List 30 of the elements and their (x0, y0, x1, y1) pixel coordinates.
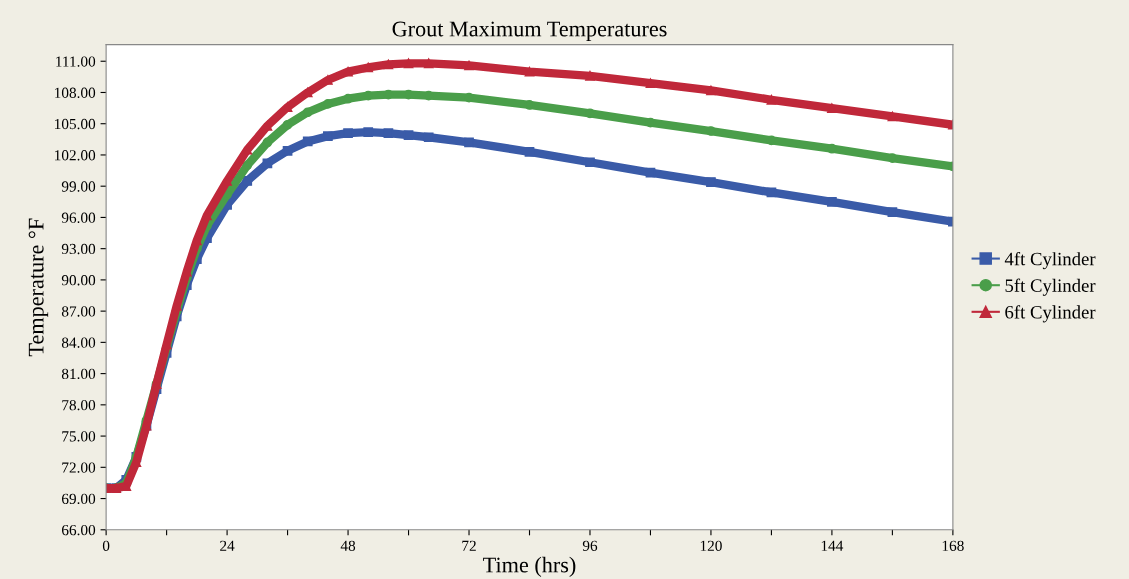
y-tick-label: 72.00 (62, 462, 96, 473)
y-tick-label: 93.00 (61, 243, 96, 255)
y-tick-label: 66.00 (61, 524, 96, 536)
y-tick-label: 99.00 (61, 181, 96, 192)
legend-label: 6ft Cylinder (1005, 305, 1096, 323)
y-tick-label: 108.00 (55, 87, 96, 98)
legend-label: 4ft Cylinder (1004, 251, 1096, 270)
chart-title: Grout Maximum Temperatures (392, 21, 667, 41)
y-axis-title: Temperature °F (28, 218, 49, 357)
y-tick-label: 102.00 (55, 150, 96, 161)
y-tick-label: 111.00 (56, 56, 96, 67)
x-tick-label: 24 (220, 540, 235, 551)
y-tick-label: 96.00 (61, 212, 96, 223)
y-tick-label: 87.00 (61, 306, 96, 317)
x-tick-label: 120 (700, 540, 722, 551)
y-tick-label: 78.00 (62, 399, 96, 411)
x-tick-label: 48 (340, 540, 356, 551)
y-tick-label: 69.00 (61, 493, 96, 505)
x-tick-label: 96 (582, 540, 598, 551)
y-tick-label: 90.00 (61, 275, 96, 286)
x-tick-label: 72 (462, 540, 476, 551)
y-tick-label: 84.00 (61, 337, 96, 348)
x-tick-label: 144 (821, 540, 844, 551)
x-tick-label: 168 (942, 540, 964, 551)
x-axis-title: Time (hrs) (483, 556, 576, 577)
y-tick-label: 105.00 (55, 118, 96, 130)
y-tick-label: 81.00 (61, 368, 96, 380)
y-tick-label: 75.00 (62, 431, 96, 442)
x-tick-label: 0 (102, 540, 110, 551)
legend-label: 5ft Cylinder (1005, 278, 1096, 296)
